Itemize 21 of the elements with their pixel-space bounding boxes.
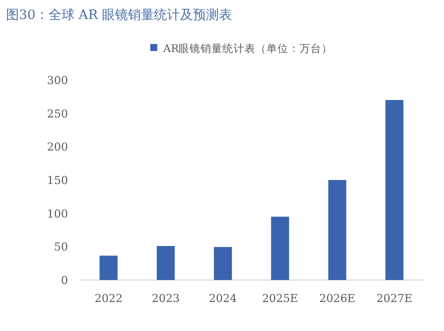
y-tick-label: 250 <box>47 107 68 120</box>
bar <box>100 256 118 280</box>
y-tick-label: 200 <box>47 140 68 154</box>
bar <box>328 180 346 280</box>
bar <box>385 100 404 280</box>
bar <box>271 216 290 280</box>
bar <box>214 247 232 280</box>
y-tick-label: 100 <box>47 207 68 220</box>
y-tick-label: 0 <box>61 274 68 287</box>
legend-label: AR眼镜销量统计表（单位：万台） <box>162 42 333 55</box>
x-tick-label: 2022 <box>94 292 123 305</box>
x-tick-label: 2024 <box>208 292 237 305</box>
bar <box>156 246 175 280</box>
x-tick-label: 2026E <box>319 292 356 305</box>
x-tick-label: 2027E <box>376 292 412 305</box>
x-tick-label: 2025E <box>262 292 298 305</box>
y-tick-label: 300 <box>47 74 68 87</box>
x-tick-label: 2023 <box>152 292 180 305</box>
y-tick-label: 150 <box>47 174 68 187</box>
chart-title: 图30：全球 AR 眼镜销量统计及预测表 <box>6 8 232 23</box>
y-tick-label: 50 <box>54 240 68 254</box>
